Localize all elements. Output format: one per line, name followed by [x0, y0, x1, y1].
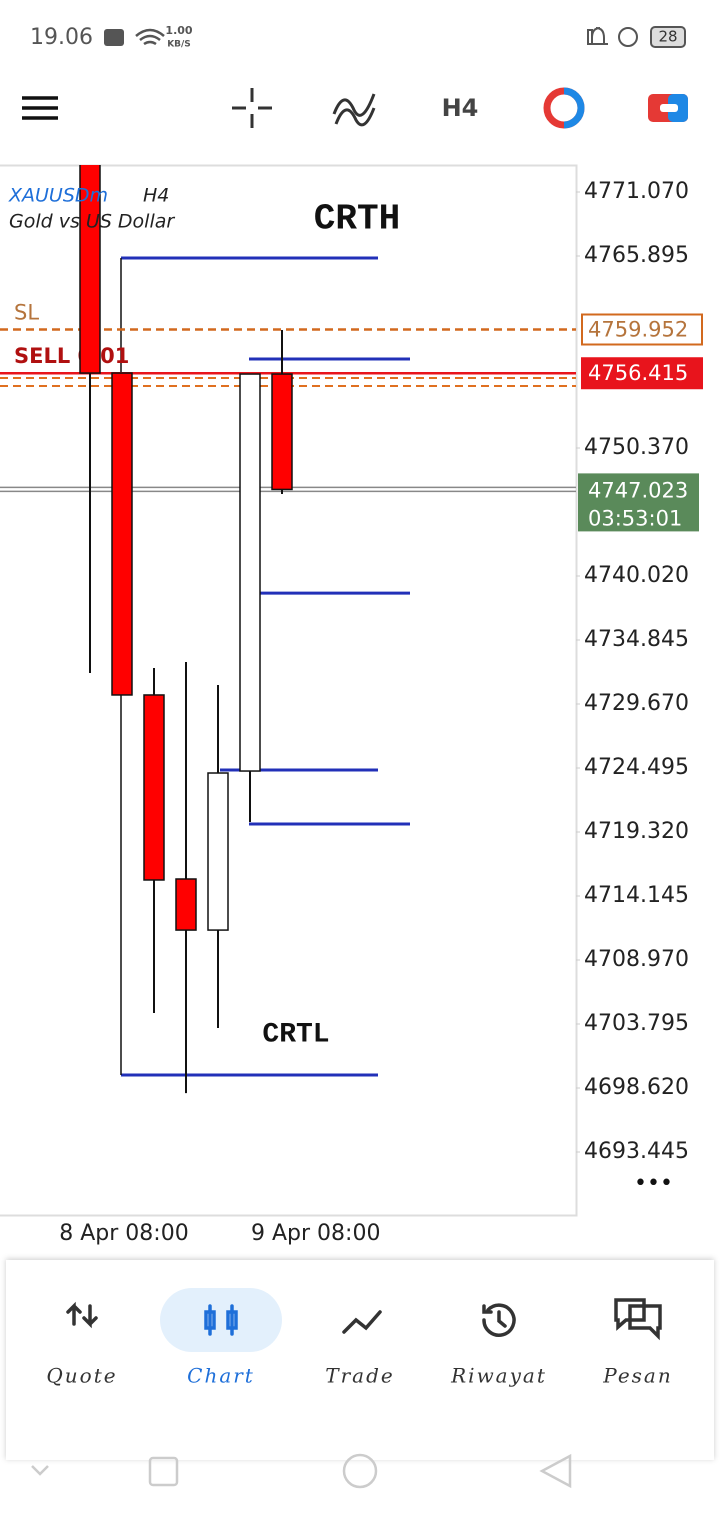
candle-body: [175, 878, 197, 931]
net-unit: KB/S: [167, 40, 191, 50]
y-tick-label: 4734.845: [584, 627, 689, 652]
y-tick-label: 4724.495: [584, 755, 689, 780]
order-price: 4759.952: [588, 317, 688, 341]
more-button[interactable]: •••: [634, 1171, 673, 1196]
candle-body: [271, 373, 293, 491]
nav-icon[interactable]: [482, 1303, 516, 1337]
candle-body: [79, 165, 101, 374]
y-tick-label: 4714.145: [584, 883, 689, 908]
vibrate-icon: [587, 27, 608, 45]
battery-level: 28: [658, 28, 677, 46]
plot-area: SL SELL 0.01 CRTH CRTL: [0, 165, 576, 1094]
y-tick-label: 4729.670: [584, 691, 689, 716]
countdown: 03:53:01: [588, 506, 682, 530]
nav-icon[interactable]: [66, 1301, 98, 1329]
status-time: 19.06: [30, 25, 93, 50]
system-back[interactable]: [539, 1453, 572, 1489]
nav-label[interactable]: Trade: [325, 1364, 394, 1388]
system-hide[interactable]: [31, 1465, 49, 1476]
system-home[interactable]: [342, 1453, 378, 1489]
timeframe-button[interactable]: H4: [442, 94, 479, 122]
order-label: SELL 0.01: [14, 344, 129, 368]
x-tick-label: 8 Apr 08:00: [59, 1221, 188, 1246]
order-label: SL: [14, 300, 39, 324]
y-tick-label: 4771.070: [584, 179, 689, 204]
nav-icon[interactable]: [204, 1304, 238, 1336]
y-tick-label: 4693.445: [584, 1139, 689, 1164]
nav-label[interactable]: Chart: [187, 1364, 255, 1388]
order-price: 4756.415: [588, 361, 688, 385]
candle-body: [207, 772, 229, 931]
nav-label[interactable]: Pesan: [602, 1364, 672, 1388]
nav-active-bg: [160, 1288, 282, 1352]
battery-icon: [650, 26, 686, 48]
annotation: CRTL: [262, 1019, 329, 1050]
y-tick-label: 4708.970: [584, 947, 689, 972]
notif-icon: [104, 29, 124, 46]
y-tick-label: 4719.320: [584, 819, 689, 844]
order-price-box: [581, 357, 703, 390]
candle-body: [143, 694, 165, 881]
y-tick-label: 4750.370: [584, 435, 689, 460]
x-tick-label: 9 Apr 08:00: [251, 1221, 380, 1246]
candle-body: [111, 372, 133, 696]
nav-label[interactable]: Riwayat: [450, 1364, 547, 1388]
nav-label[interactable]: Quote: [46, 1364, 117, 1388]
candle-body: [239, 373, 261, 772]
y-tick-label: 4698.620: [584, 1075, 689, 1100]
lock-icon: [618, 27, 638, 47]
nav-icon[interactable]: [614, 1298, 662, 1341]
y-tick-label: 4703.795: [584, 1011, 689, 1036]
system-recents[interactable]: [148, 1456, 179, 1487]
y-tick-label: 4740.020: [584, 563, 689, 588]
y-tick-label: 4765.895: [584, 243, 689, 268]
menu-button[interactable]: [22, 96, 58, 120]
current-price: 4747.023: [588, 478, 688, 502]
overlay: XAUUSDm H4 Gold vs US Dollar 4759.952 4756.4…: [8, 179, 703, 1246]
bottom-nav: [6, 1260, 714, 1460]
nav-icon[interactable]: [342, 1310, 382, 1334]
annotation: CRTH: [314, 199, 400, 240]
indicators-button[interactable]: [332, 93, 376, 127]
net-speed: 1.00: [165, 24, 192, 37]
trade-button-half: [563, 87, 585, 129]
order-price-box: [581, 313, 703, 346]
crosshair-button[interactable]: [232, 88, 272, 128]
symbol-description: Gold vs US Dollar: [9, 211, 175, 233]
chart-frame: [0, 164, 578, 1217]
current-price-box: [578, 473, 699, 532]
nav-items: Quote Chart Trade Riwayat Pesan: [46, 1288, 672, 1388]
wifi-icon: [135, 28, 165, 46]
symbol: XAUUSDm: [8, 185, 108, 207]
timeframe: H4: [143, 185, 169, 207]
toggle-knob: [660, 104, 678, 112]
